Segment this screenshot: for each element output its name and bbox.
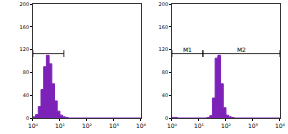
svg-text:10⁰: 10⁰ [28,122,39,129]
svg-text:40: 40 [162,92,168,98]
svg-text:160: 160 [159,24,169,30]
svg-text:80: 80 [162,69,168,75]
svg-text:80: 80 [23,69,29,75]
svg-text:10⁴: 10⁴ [275,122,286,129]
svg-text:10²: 10² [82,122,93,129]
svg-text:120: 120 [20,46,30,52]
svg-text:10³: 10³ [109,122,120,129]
svg-text:10¹: 10¹ [194,122,205,129]
svg-text:10³: 10³ [248,122,259,129]
svg-text:200: 200 [20,1,30,7]
svg-text:0: 0 [165,115,168,121]
svg-text:10¹: 10¹ [55,122,66,129]
svg-text:120: 120 [159,46,169,52]
svg-text:160: 160 [20,24,30,30]
svg-text:0: 0 [26,115,29,121]
svg-text:10⁴: 10⁴ [136,122,147,129]
svg-text:200: 200 [159,1,169,7]
svg-text:M2: M2 [237,46,246,53]
svg-text:10⁰: 10⁰ [167,122,178,129]
svg-text:M1: M1 [183,46,192,53]
svg-text:10²: 10² [221,122,232,129]
svg-text:40: 40 [23,92,29,98]
